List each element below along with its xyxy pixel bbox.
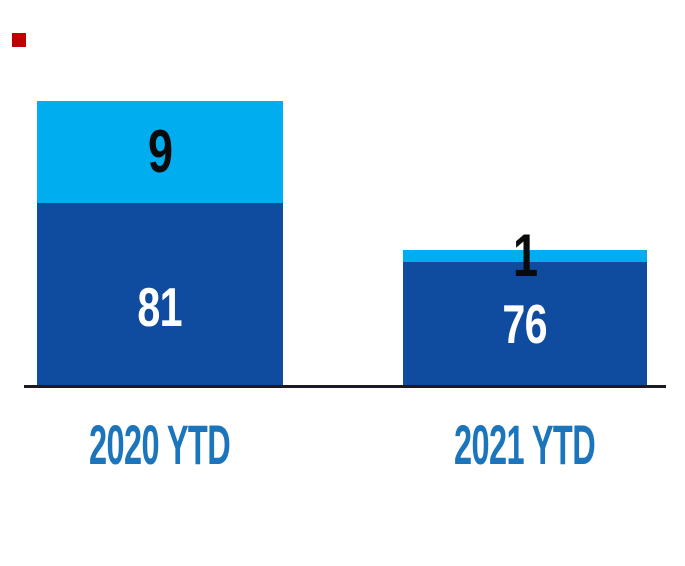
category-label-2020-text: 2020 YTD: [89, 413, 231, 476]
bar-2021-dark-segment: 76: [403, 262, 647, 387]
value-label-2020-dark: 81: [137, 275, 183, 338]
value-label-2021-light-wrapper: 1: [403, 226, 647, 286]
value-label-2021-light: 1: [512, 222, 538, 289]
category-label-2021: 2021 YTD: [393, 415, 657, 475]
x-axis-line: [24, 385, 666, 388]
bar-2020-dark-segment: 81: [37, 203, 283, 387]
bar-2021-light-segment: [403, 250, 647, 262]
category-label-2020: 2020 YTD: [27, 415, 293, 475]
red-square-marker: [12, 33, 26, 47]
value-label-2020-light: 9: [147, 118, 173, 185]
value-label-2021-dark: 76: [502, 293, 548, 355]
bar-2020-light-segment: 9: [37, 101, 283, 203]
category-label-2021-text: 2021 YTD: [454, 413, 596, 476]
